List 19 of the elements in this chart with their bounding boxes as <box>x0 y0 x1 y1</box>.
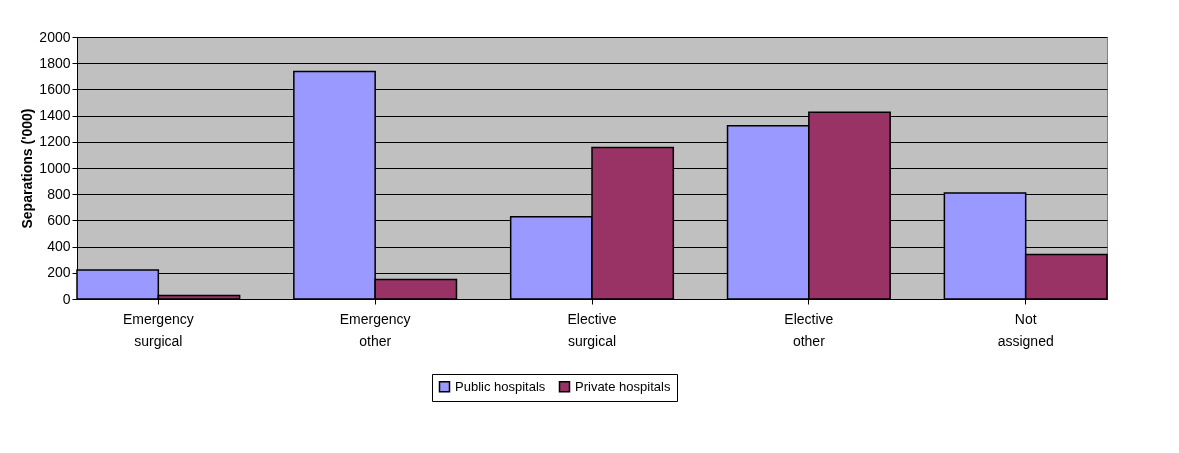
y-tick-label: 200 <box>47 264 71 281</box>
y-tick-label: 1000 <box>39 159 71 176</box>
y-tick-label: 800 <box>47 185 71 202</box>
y-axis-title: Separations ('000) <box>19 108 36 229</box>
y-tick-label: 1200 <box>39 133 71 150</box>
x-tick-label: Elective surgical <box>567 310 617 349</box>
y-tick-label: 600 <box>47 211 71 228</box>
legend-label: Private hospitals <box>575 378 671 394</box>
legend-label: Public hospitals <box>455 378 546 394</box>
y-tick-label: 1800 <box>39 54 71 71</box>
x-tick-label: Elective other <box>784 310 834 349</box>
y-tick-label: 400 <box>47 238 71 255</box>
x-tick-label: Emergency other <box>339 310 411 349</box>
y-tick-label: 1400 <box>39 107 71 124</box>
x-tick-label: Emergency surgical <box>122 310 194 349</box>
x-tick-label: Not assigned <box>997 310 1054 349</box>
y-tick-label: 1600 <box>39 80 71 97</box>
y-tick-label: 0 <box>62 290 71 307</box>
y-tick-label: 2000 <box>39 28 71 45</box>
